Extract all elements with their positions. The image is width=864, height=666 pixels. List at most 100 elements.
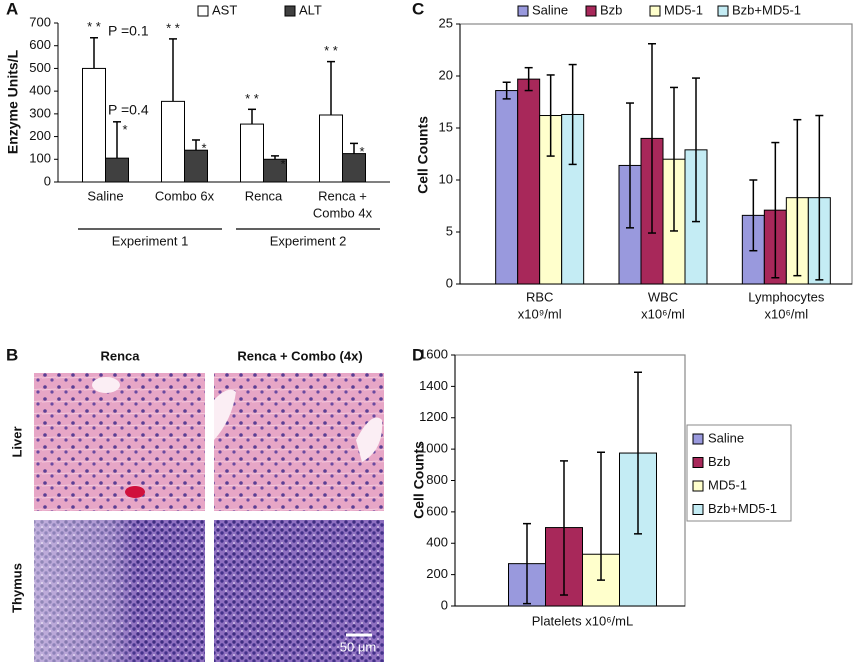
liver-image	[214, 373, 384, 511]
p-value: P =0.4	[108, 102, 149, 118]
x-tick-label: RBC	[526, 289, 553, 304]
y-tick-label: 200	[426, 566, 448, 581]
error-bar	[90, 37, 98, 69]
vessel	[92, 377, 120, 393]
y-tick-label: 0	[446, 275, 453, 290]
legend-swatch	[692, 457, 704, 468]
y-tick-label: 10	[439, 171, 453, 186]
group-label: Experiment 2	[270, 233, 347, 248]
error-bar	[523, 522, 531, 605]
significance: *	[280, 156, 285, 171]
legend-swatch	[692, 504, 704, 515]
x-tick-label: Renca +	[318, 188, 367, 203]
thymus-image	[214, 520, 384, 662]
y-tick-label: 1000	[419, 441, 448, 456]
vessel	[356, 417, 383, 462]
y-tick-label: 700	[29, 14, 51, 29]
legend-swatch	[585, 5, 597, 17]
bar	[240, 123, 264, 183]
thymus-shade	[34, 520, 205, 662]
error-bar	[546, 74, 555, 157]
error-bar	[560, 460, 568, 596]
y-tick-label: 500	[29, 60, 51, 75]
legend-swatch	[517, 5, 529, 17]
error-bar	[192, 139, 200, 151]
y-tick-label: 1400	[419, 378, 448, 393]
legend-swatch	[717, 5, 729, 17]
panel-label: D	[412, 345, 424, 364]
x-tick-label: Combo 4x	[313, 205, 373, 220]
error-bar	[634, 371, 642, 535]
x-tick-label: WBC	[648, 289, 678, 304]
x-tick-label: Combo 6x	[155, 188, 215, 203]
histology-panel: B Renca Renca + Combo (4x) Liver Thymus …	[6, 345, 384, 662]
significance: * *	[166, 20, 180, 35]
legend-box	[686, 424, 792, 522]
vessel	[214, 389, 236, 440]
y-axis-label: Cell Counts	[411, 441, 427, 519]
error-bar	[749, 179, 758, 252]
panel-label: C	[412, 0, 424, 18]
y-tick-label: 600	[426, 503, 448, 518]
column-label: Renca	[100, 348, 140, 363]
error-bar	[793, 118, 802, 277]
significance: *	[201, 140, 206, 155]
bar	[82, 67, 106, 183]
group-label: Experiment 1	[112, 233, 189, 248]
legend-label: MD5-1	[708, 477, 747, 492]
y-tick-label: 1600	[419, 346, 448, 361]
error-bar	[327, 60, 335, 115]
y-axis-label: Cell Counts	[415, 116, 431, 194]
y-axis-label: Enzyme Units/L	[5, 49, 21, 154]
y-tick-label: 5	[446, 223, 453, 238]
row-label: Liver	[9, 426, 24, 457]
significance: * *	[324, 43, 338, 58]
legend-label: MD5-1	[664, 2, 703, 17]
error-bar	[597, 451, 605, 581]
y-tick-label: 20	[439, 67, 453, 82]
legend-swatch	[692, 480, 704, 492]
row-label: Thymus	[9, 563, 24, 613]
y-tick-label: 400	[426, 535, 448, 550]
x-tick-label: Saline	[87, 188, 123, 203]
y-tick-label: 800	[426, 472, 448, 487]
error-bar	[692, 77, 700, 223]
panel-label: A	[6, 0, 18, 18]
error-bar	[248, 108, 256, 125]
legend-swatch	[284, 5, 296, 17]
y-tick-label: 0	[441, 597, 448, 612]
error-bar	[771, 141, 780, 279]
legend-label: Bzb+MD5-1	[708, 501, 777, 516]
legend-label: ALT	[299, 2, 322, 17]
error-bar	[169, 38, 177, 102]
y-tick-label: 400	[29, 83, 51, 98]
scale-bar-label: 50 μm	[340, 639, 376, 654]
p-value: P =0.1	[108, 23, 149, 39]
bar-chart: A Enzyme Units/L 0 100 200 300 400 500 600 700 Sal…	[5, 0, 390, 248]
legend-swatch	[692, 433, 704, 445]
bar	[495, 90, 519, 285]
error-bar	[648, 43, 656, 234]
y-tick-label: 600	[29, 37, 51, 52]
legend-label: AST	[212, 2, 237, 17]
legend-label: Bzb	[600, 2, 622, 17]
y-tick-label: 15	[439, 119, 453, 134]
bar-chart: D Cell Counts 0 200 400 600 800 1000 1200 1400 160…	[411, 345, 792, 628]
bar	[517, 78, 541, 285]
error-bar	[568, 63, 577, 166]
y-tick-label: 0	[44, 173, 51, 188]
x-tick-label: x10⁶/ml	[765, 306, 809, 321]
significance: *	[122, 122, 127, 137]
bar	[319, 114, 343, 183]
error-bar	[113, 121, 121, 159]
bar-chart: C Cell Counts 0 5 10 15 20 25 RBC x10⁹/ml WBC x10⁶/…	[412, 0, 853, 321]
error-bar	[502, 81, 511, 100]
x-tick-label: Lymphocytes	[748, 289, 825, 304]
error-bar	[350, 142, 358, 154]
legend-swatch	[649, 5, 661, 17]
y-tick-label: 100	[29, 151, 51, 166]
legend-label: Bzb+MD5-1	[732, 2, 801, 17]
x-tick-label: Platelets x10⁶/mL	[532, 613, 633, 628]
y-tick-label: 1200	[419, 409, 448, 424]
